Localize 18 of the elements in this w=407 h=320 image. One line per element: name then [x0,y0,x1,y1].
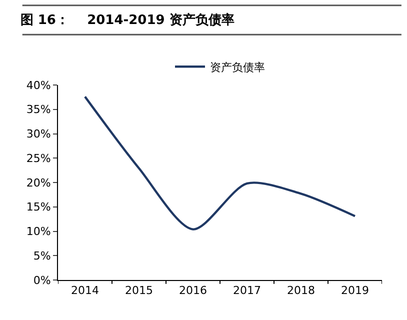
line-series [84,96,356,230]
x-tick-label: 2017 [233,284,261,298]
y-tick-label: 30% [26,128,51,141]
y-tick-label: 35% [26,103,51,116]
x-tick-label: 2014 [71,284,99,298]
y-tick-label: 10% [26,225,51,238]
x-tick-label: 2015 [125,284,153,298]
legend-label: 资产负债率 [210,60,265,74]
y-tick-label: 25% [26,152,51,165]
chart-title: 图 16： 2014-2019 资产负债率 [20,12,234,28]
x-tick-label: 2018 [287,284,315,298]
x-tick-label: 2016 [179,284,207,298]
y-tick-label: 15% [26,200,51,214]
y-tick-label: 20% [26,176,51,190]
y-tick-label: 0% [33,274,51,287]
y-tick-label: 40% [26,78,51,92]
y-tick-label: 5% [33,249,51,262]
x-tick-label: 2019 [341,284,369,298]
